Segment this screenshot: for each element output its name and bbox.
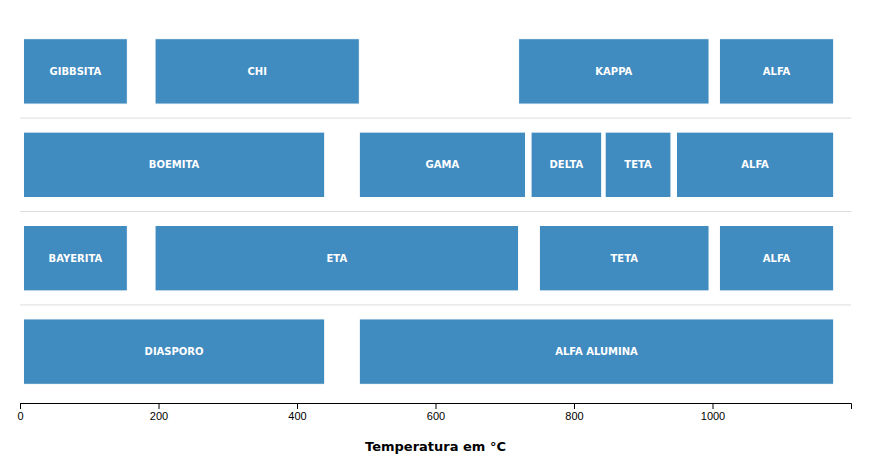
range-bar (605, 132, 671, 197)
x-tick: 400 (288, 403, 306, 422)
range-bar (23, 319, 324, 384)
x-tick-label: 600 (427, 410, 445, 422)
range-bar (676, 132, 833, 197)
range-bar (519, 39, 709, 104)
x-tick-mark (159, 403, 160, 409)
x-tick-mark (297, 403, 298, 409)
bar-label: GAMA (426, 159, 460, 170)
bar-label: DELTA (550, 159, 584, 170)
range-bar (539, 226, 709, 291)
x-tick-mark (574, 403, 575, 409)
bar-label: GIBBSITA (49, 66, 101, 77)
bar-label: DIASPORO (145, 346, 204, 357)
bar-label: ALFA (763, 253, 791, 264)
x-axis-title: Temperatura em °C (365, 439, 506, 454)
range-bar (23, 132, 324, 197)
bar-label: BOEMITA (149, 159, 200, 170)
bar-label: ALFA ALUMINA (555, 346, 638, 357)
x-tick-label: 1000 (701, 410, 725, 422)
range-bar (719, 39, 833, 104)
bar-label: ALFA (741, 159, 769, 170)
bar-label: TETA (610, 253, 638, 264)
x-tick-label: 400 (288, 410, 306, 422)
x-tick-label: 800 (565, 410, 583, 422)
range-bar (359, 132, 525, 197)
range-bar (359, 319, 833, 384)
x-tick: 800 (565, 403, 583, 422)
bar-label: KAPPA (595, 66, 632, 77)
range-bar (155, 39, 359, 104)
x-axis: 0 200 400 600 800 1000 (17, 403, 851, 422)
bar-label: TETA (624, 159, 652, 170)
x-tick-label: 0 (17, 410, 23, 422)
bar-label: ETA (327, 253, 348, 264)
plot: 0 200 400 600 800 1000 GIBBSITA CHI KAPPA ALFA BOE… (17, 39, 851, 422)
x-tick: 1000 (701, 403, 725, 422)
bar-label: CHI (247, 66, 266, 77)
range-bar (23, 39, 127, 104)
x-tick-label: 200 (150, 410, 168, 422)
row-separator (20, 211, 851, 212)
chart: 0 200 400 600 800 1000 GIBBSITA CHI KAPPA ALFA BOE… (0, 0, 881, 465)
range-bar (719, 226, 833, 291)
bar-label: ALFA (763, 66, 791, 77)
marks (23, 39, 833, 385)
x-tick-mark (20, 403, 21, 409)
bar-label: BAYERITA (49, 253, 103, 264)
x-tick: 0 (17, 403, 23, 422)
x-tick: 600 (427, 403, 445, 422)
row-separator (20, 118, 851, 119)
data-labels: GIBBSITA CHI KAPPA ALFA BOEMITA GAMA DELTA TETA… (49, 66, 791, 357)
range-bar (23, 226, 127, 291)
x-axis-line (21, 404, 852, 410)
x-tick-mark (436, 403, 437, 409)
x-tick-mark (713, 403, 714, 409)
range-bar (531, 132, 602, 197)
range-bar (155, 226, 519, 291)
row-separator (20, 304, 851, 305)
x-tick: 200 (150, 403, 168, 422)
